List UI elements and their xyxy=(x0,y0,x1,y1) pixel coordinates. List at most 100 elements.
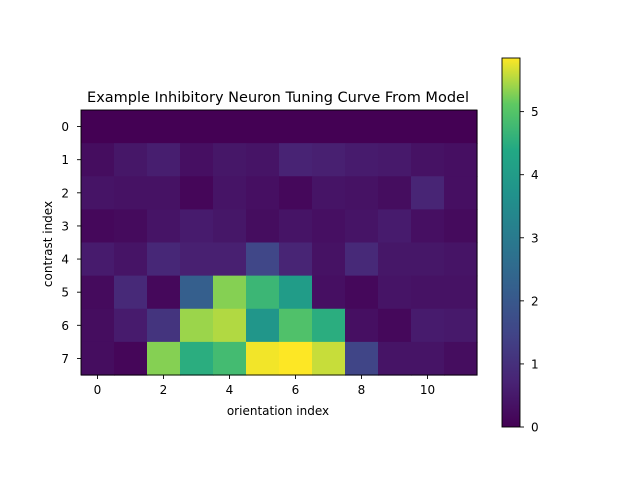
heatmap-cell-r4-c1 xyxy=(114,242,148,277)
plot-frame xyxy=(80,109,478,376)
heatmap-cell-r0-c2 xyxy=(147,110,181,144)
heatmap-cell-r7-c6 xyxy=(279,341,313,376)
colorbar-tick-label-3: 3 xyxy=(531,231,539,245)
heatmap-cell-r4-c11 xyxy=(444,242,478,277)
heatmap-cell-r4-c7 xyxy=(312,242,346,277)
heatmap-cell-r7-c7 xyxy=(312,341,346,376)
y-tick-label-4: 4 xyxy=(61,253,69,267)
heatmap-cell-r3-c7 xyxy=(312,209,346,244)
heatmap-cell-r7-c4 xyxy=(213,341,247,376)
heatmap-cell-r1-c7 xyxy=(312,143,346,177)
heatmap-cell-r7-c0 xyxy=(81,341,115,376)
heatmap-cell-r1-c11 xyxy=(444,143,478,177)
heatmap-cell-r2-c0 xyxy=(81,176,115,210)
y-tick-label-0: 0 xyxy=(61,120,69,134)
heatmap-cell-r6-c1 xyxy=(114,308,148,343)
y-tick-label-7: 7 xyxy=(61,352,69,366)
heatmap-cell-r3-c3 xyxy=(180,209,214,244)
x-axis-ticks: 0 2 4 6 8 10 xyxy=(94,375,435,397)
heatmap-cell-r5-c1 xyxy=(114,275,148,310)
heatmap-cell-r2-c2 xyxy=(147,176,181,210)
heatmap-cell-r0-c6 xyxy=(279,110,313,144)
heatmap-cell-r3-c0 xyxy=(81,209,115,244)
heatmap-cell-r0-c3 xyxy=(180,110,214,144)
heatmap-cell-r6-c5 xyxy=(246,308,280,343)
heatmap-cell-r6-c2 xyxy=(147,308,181,343)
heatmap-cell-r4-c5 xyxy=(246,242,280,277)
heatmap-cell-r4-c3 xyxy=(180,242,214,277)
colorbar-tick-label-2: 2 xyxy=(531,294,539,308)
heatmap-cell-r3-c10 xyxy=(411,209,445,244)
x-tick-label-8: 8 xyxy=(358,383,366,397)
heatmap-cell-r7-c2 xyxy=(147,341,181,376)
heatmap-cell-r1-c4 xyxy=(213,143,247,177)
colorbar-tick-label-4: 4 xyxy=(531,168,539,182)
heatmap-cell-r0-c9 xyxy=(378,110,412,144)
heatmap xyxy=(81,110,478,376)
y-tick-label-6: 6 xyxy=(61,319,69,333)
y-tick-label-5: 5 xyxy=(61,286,69,300)
heatmap-cell-r1-c10 xyxy=(411,143,445,177)
heatmap-cell-r1-c0 xyxy=(81,143,115,177)
heatmap-cell-r4-c4 xyxy=(213,242,247,277)
heatmap-cell-r0-c7 xyxy=(312,110,346,144)
heatmap-cell-r7-c8 xyxy=(345,341,379,376)
x-tick-label-0: 0 xyxy=(94,383,102,397)
heatmap-cell-r6-c10 xyxy=(411,308,445,343)
heatmap-cell-r3-c4 xyxy=(213,209,247,244)
heatmap-cell-r6-c6 xyxy=(279,308,313,343)
heatmap-cell-r3-c5 xyxy=(246,209,280,244)
heatmap-cell-r5-c0 xyxy=(81,275,115,310)
x-axis-label: orientation index xyxy=(227,404,329,418)
heatmap-cell-r6-c0 xyxy=(81,308,115,343)
heatmap-cell-r0-c4 xyxy=(213,110,247,144)
heatmap-cell-r2-c10 xyxy=(411,176,445,210)
heatmap-cell-r5-c3 xyxy=(180,275,214,310)
heatmap-cell-r2-c7 xyxy=(312,176,346,210)
heatmap-cell-r4-c10 xyxy=(411,242,445,277)
colorbar-ticks: 0 1 2 3 4 5 xyxy=(520,105,539,435)
heatmap-cell-r5-c10 xyxy=(411,275,445,310)
y-tick-label-3: 3 xyxy=(61,219,69,233)
heatmap-cell-r1-c1 xyxy=(114,143,148,177)
heatmap-cell-r0-c0 xyxy=(81,110,115,144)
heatmap-cell-r4-c9 xyxy=(378,242,412,277)
y-axis-label: contrast index xyxy=(41,201,55,287)
heatmap-cell-r2-c11 xyxy=(444,176,478,210)
y-axis-ticks: 0 1 2 3 4 5 6 7 xyxy=(61,120,81,366)
heatmap-cell-r0-c8 xyxy=(345,110,379,144)
heatmap-cell-r0-c1 xyxy=(114,110,148,144)
heatmap-cell-r1-c9 xyxy=(378,143,412,177)
heatmap-cell-r3-c8 xyxy=(345,209,379,244)
heatmap-cell-r5-c9 xyxy=(378,275,412,310)
heatmap-cell-r1-c3 xyxy=(180,143,214,177)
heatmap-cell-r5-c4 xyxy=(213,275,247,310)
heatmap-cell-r1-c8 xyxy=(345,143,379,177)
heatmap-cell-r6-c3 xyxy=(180,308,214,343)
heatmap-cell-r0-c10 xyxy=(411,110,445,144)
heatmap-cell-r4-c0 xyxy=(81,242,115,277)
heatmap-cell-r0-c5 xyxy=(246,110,280,144)
heatmap-cell-r3-c11 xyxy=(444,209,478,244)
heatmap-cell-r5-c2 xyxy=(147,275,181,310)
heatmap-cell-r6-c11 xyxy=(444,308,478,343)
heatmap-cell-r6-c4 xyxy=(213,308,247,343)
heatmap-cell-r2-c8 xyxy=(345,176,379,210)
heatmap-cell-r7-c11 xyxy=(444,341,478,376)
heatmap-cell-r7-c10 xyxy=(411,341,445,376)
heatmap-cell-r7-c3 xyxy=(180,341,214,376)
heatmap-cell-r6-c7 xyxy=(312,308,346,343)
heatmap-cell-r7-c1 xyxy=(114,341,148,376)
colorbar-tick-label-0: 0 xyxy=(531,421,539,435)
heatmap-cell-r0-c11 xyxy=(444,110,478,144)
heatmap-cell-r2-c5 xyxy=(246,176,280,210)
heatmap-cell-r2-c1 xyxy=(114,176,148,210)
heatmap-cell-r1-c5 xyxy=(246,143,280,177)
x-tick-label-10: 10 xyxy=(420,383,435,397)
y-tick-label-2: 2 xyxy=(61,186,69,200)
heatmap-cell-r5-c5 xyxy=(246,275,280,310)
heatmap-cell-r5-c8 xyxy=(345,275,379,310)
heatmap-cell-r5-c11 xyxy=(444,275,478,310)
heatmap-cell-r3-c9 xyxy=(378,209,412,244)
